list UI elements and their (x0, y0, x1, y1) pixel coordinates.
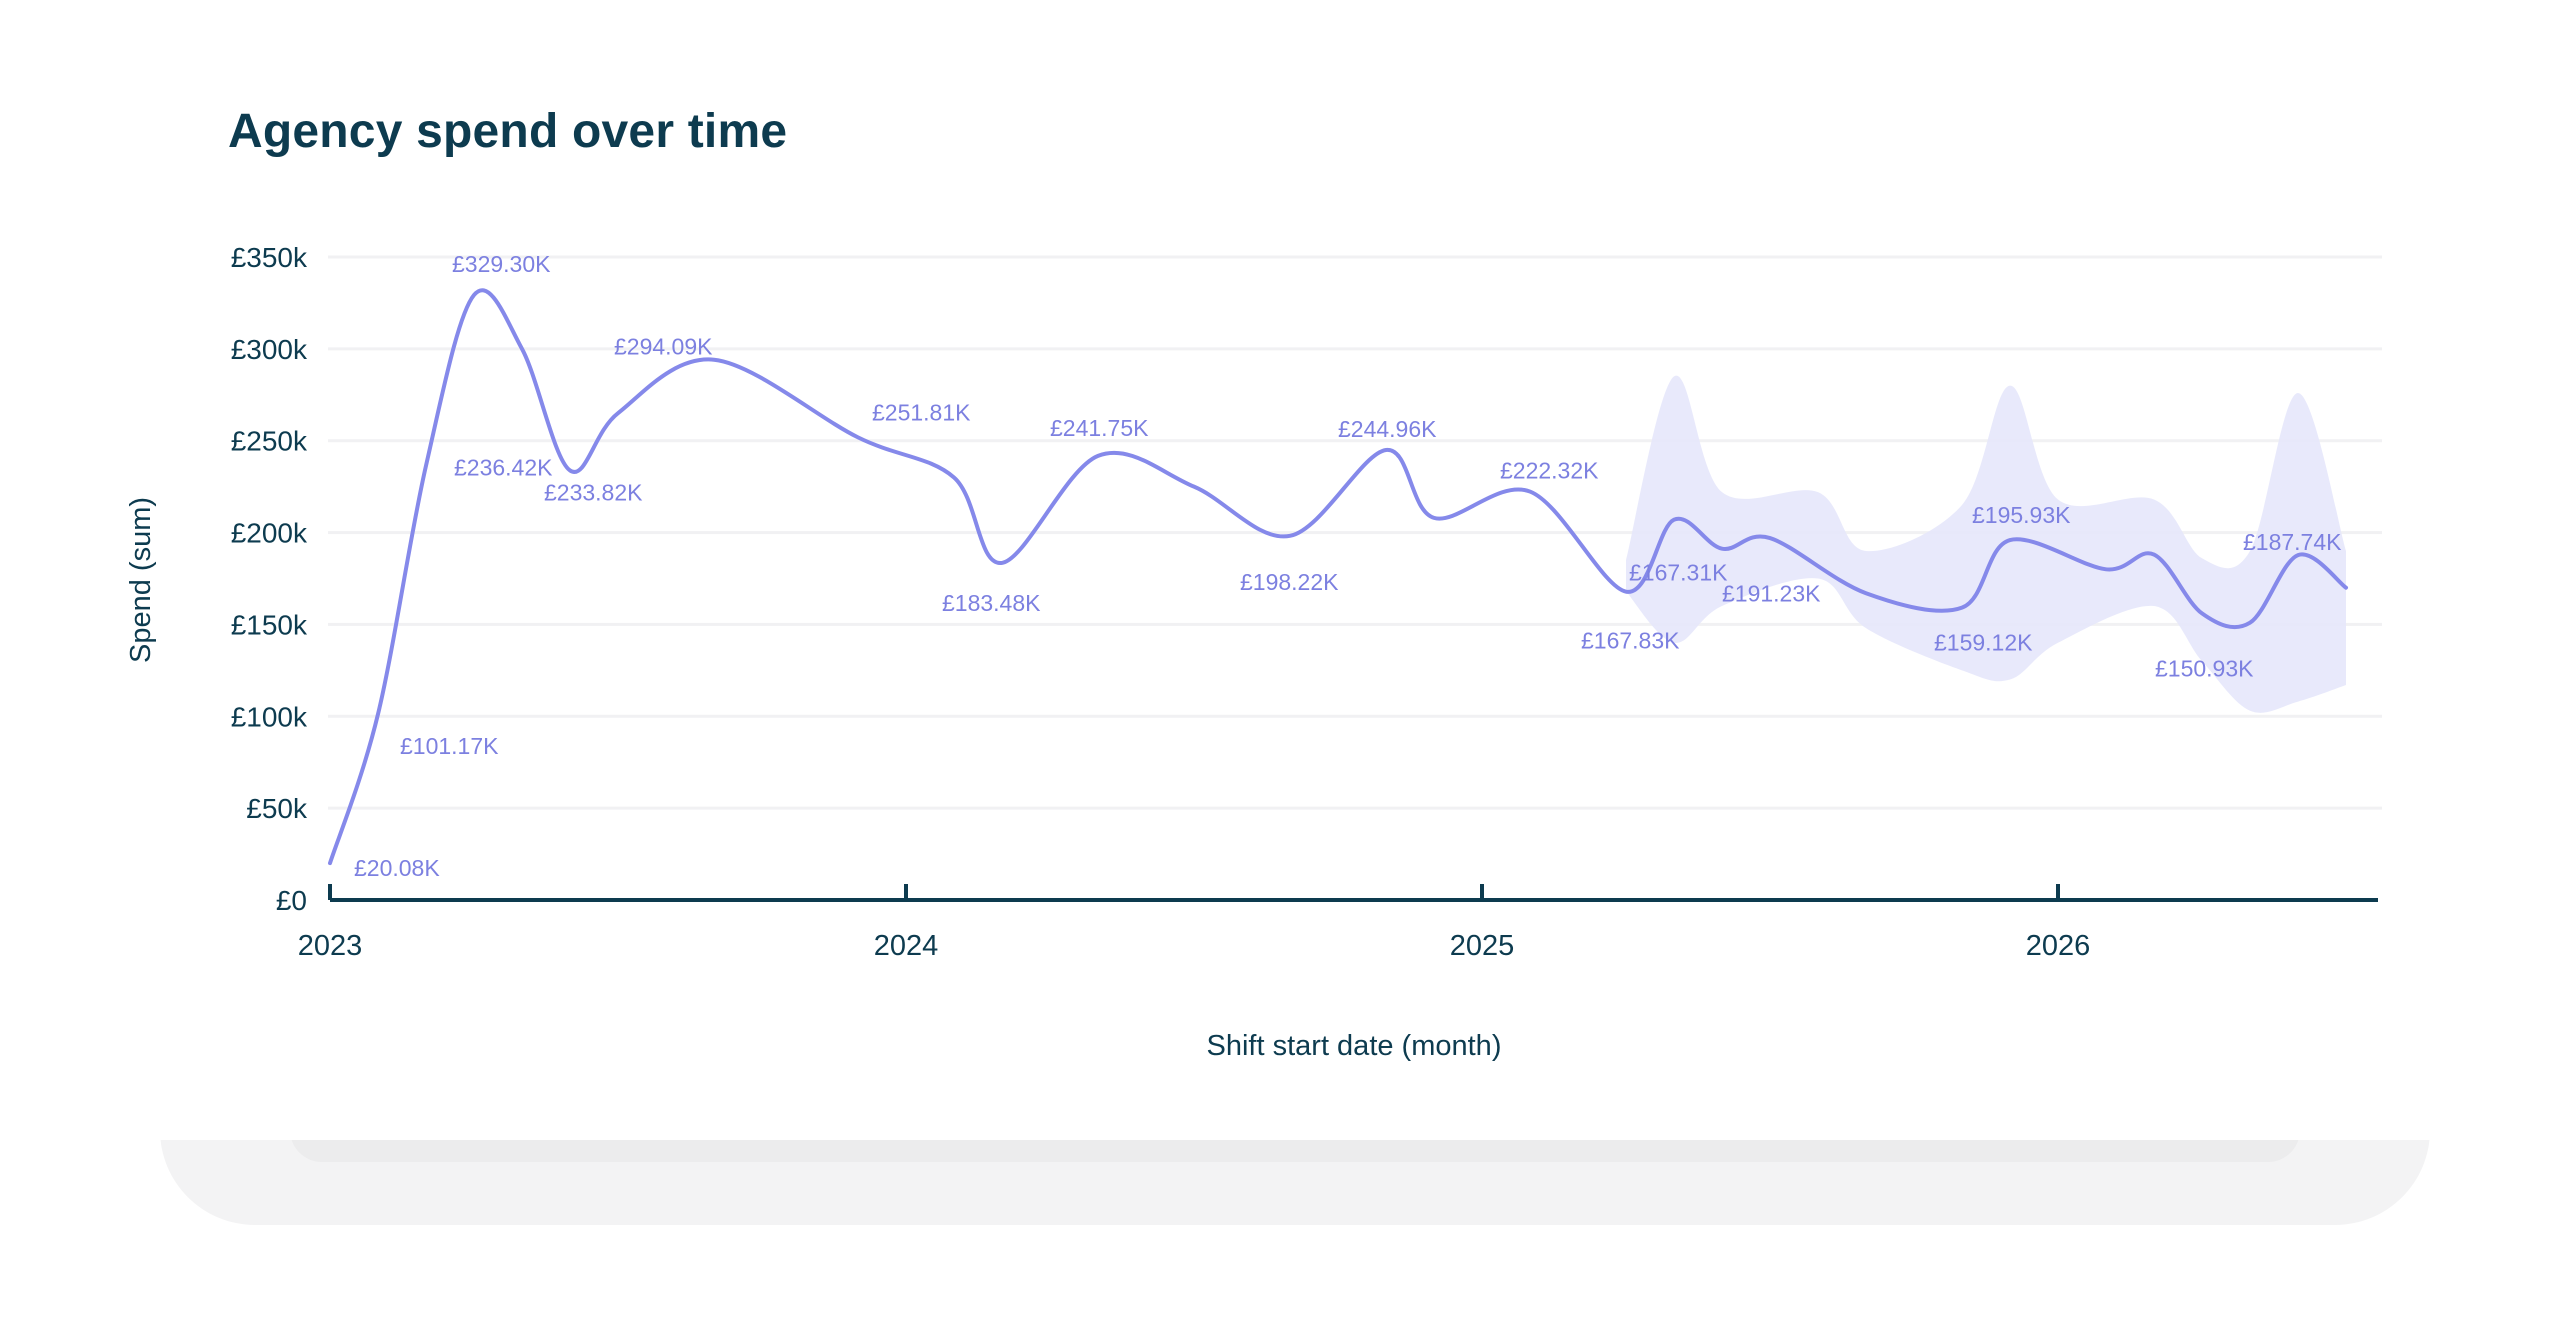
data-label: £20.08K (354, 855, 440, 881)
data-label: £222.32K (1500, 458, 1599, 484)
x-axis-label: Shift start date (month) (1207, 1030, 1502, 1062)
data-label: £101.17K (400, 733, 499, 759)
data-label: £236.42K (454, 455, 553, 481)
data-label: £251.81K (872, 399, 971, 425)
data-label: £244.96K (1338, 416, 1437, 442)
y-tick-label: £100k (231, 701, 308, 732)
x-tick-label: 2024 (874, 930, 939, 962)
y-tick-label: £300k (231, 334, 308, 365)
data-label: £294.09K (614, 334, 713, 360)
data-label: £167.83K (1581, 628, 1680, 654)
data-label: £187.74K (2243, 529, 2342, 555)
data-label: £183.48K (942, 590, 1041, 616)
data-label: £233.82K (544, 479, 643, 505)
x-tick-label: 2025 (1450, 930, 1515, 962)
y-tick-label: £50k (246, 793, 308, 824)
forecast-band (1626, 375, 2346, 713)
data-label: £159.12K (1934, 630, 2033, 656)
x-tick-label: 2026 (2026, 930, 2091, 962)
y-tick-label: £200k (231, 518, 308, 549)
series-line (328, 288, 2348, 866)
data-label: £167.31K (1629, 560, 1728, 586)
data-label: £241.75K (1050, 415, 1149, 441)
x-tick-label: 2023 (298, 930, 363, 962)
data-label: £329.30K (452, 251, 551, 277)
y-axis-label: Spend (sum) (125, 497, 157, 663)
chart-card: Agency spend over time £0 £50k £100k £150k £… (125, 105, 2382, 1062)
data-label: £195.93K (1972, 502, 2071, 528)
data-label: £150.93K (2155, 656, 2254, 682)
chart-title: Agency spend over time (228, 105, 788, 158)
line-chart: £0 £50k £100k £150k £200k £250k £300k £350k 2023… (125, 242, 2382, 1062)
y-tick-label: £250k (231, 426, 308, 457)
y-tick-label: £0 (276, 885, 307, 916)
y-tick-label: £350k (231, 242, 308, 273)
y-tick-label: £150k (231, 609, 308, 640)
data-label: £191.23K (1722, 581, 1821, 607)
data-label: £198.22K (1240, 569, 1339, 595)
